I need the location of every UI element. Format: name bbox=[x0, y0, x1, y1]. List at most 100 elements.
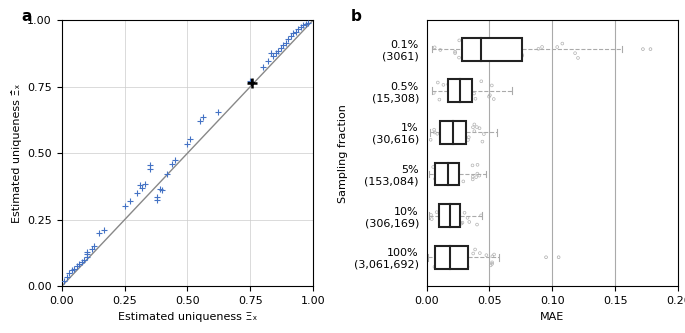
Point bbox=[458, 53, 469, 58]
Point bbox=[461, 95, 472, 100]
Point bbox=[472, 171, 483, 176]
Point bbox=[425, 137, 436, 143]
Point bbox=[449, 51, 460, 56]
Text: a: a bbox=[21, 9, 32, 24]
X-axis label: Estimated uniqueness Ξₓ: Estimated uniqueness Ξₓ bbox=[118, 312, 257, 322]
Point bbox=[457, 220, 468, 225]
Point bbox=[429, 176, 440, 181]
Point bbox=[435, 47, 446, 53]
Point bbox=[445, 139, 456, 144]
Point bbox=[467, 163, 478, 168]
Point bbox=[439, 181, 450, 186]
Point bbox=[462, 215, 473, 220]
Point bbox=[536, 44, 547, 50]
Point bbox=[474, 173, 485, 178]
Point bbox=[449, 49, 460, 54]
Point bbox=[469, 129, 479, 134]
Point bbox=[460, 87, 471, 93]
Point bbox=[434, 175, 445, 180]
X-axis label: MAE: MAE bbox=[540, 312, 564, 322]
Point bbox=[432, 131, 443, 137]
Point bbox=[453, 125, 464, 130]
Point bbox=[464, 219, 475, 225]
Point bbox=[440, 251, 451, 257]
Point bbox=[467, 174, 478, 179]
Point bbox=[447, 129, 458, 135]
Point bbox=[438, 82, 449, 88]
Point bbox=[462, 137, 473, 143]
Point bbox=[469, 122, 479, 127]
Point bbox=[429, 45, 440, 50]
Point bbox=[476, 79, 487, 84]
Bar bbox=[440, 121, 466, 144]
Point bbox=[436, 171, 447, 177]
Point bbox=[438, 210, 449, 216]
Point bbox=[456, 221, 466, 226]
Point bbox=[432, 209, 443, 215]
Point bbox=[486, 260, 497, 265]
Point bbox=[444, 133, 455, 139]
Point bbox=[440, 261, 451, 266]
Point bbox=[467, 177, 478, 182]
Point bbox=[445, 130, 456, 135]
Point bbox=[478, 132, 489, 137]
Y-axis label: Estimated uniqueness Ξ̂ₓ: Estimated uniqueness Ξ̂ₓ bbox=[11, 84, 22, 223]
Point bbox=[459, 210, 470, 215]
Point bbox=[475, 213, 486, 218]
Bar bbox=[436, 246, 468, 269]
Point bbox=[429, 130, 440, 135]
Point bbox=[447, 247, 458, 252]
Point bbox=[557, 41, 568, 46]
Point bbox=[486, 261, 497, 266]
Point bbox=[443, 82, 453, 87]
Point bbox=[533, 46, 544, 52]
Point bbox=[447, 260, 458, 265]
Point bbox=[436, 209, 447, 214]
Point bbox=[471, 174, 482, 180]
Bar bbox=[436, 163, 459, 185]
Point bbox=[540, 254, 551, 260]
Point bbox=[447, 252, 458, 257]
Bar bbox=[462, 38, 522, 61]
Point bbox=[427, 164, 438, 169]
Point bbox=[460, 262, 471, 268]
Point bbox=[474, 250, 485, 256]
Point bbox=[446, 92, 457, 98]
Point bbox=[440, 162, 451, 167]
Point bbox=[453, 38, 464, 43]
Point bbox=[434, 97, 445, 102]
Point bbox=[553, 254, 564, 260]
Point bbox=[645, 47, 656, 52]
Point bbox=[470, 247, 481, 252]
Point bbox=[468, 251, 479, 256]
Point bbox=[430, 249, 441, 254]
Point bbox=[447, 175, 458, 180]
Point bbox=[453, 167, 464, 173]
Point bbox=[443, 204, 454, 210]
Point bbox=[462, 264, 473, 269]
Point bbox=[454, 94, 465, 99]
Point bbox=[436, 165, 447, 170]
Point bbox=[425, 212, 436, 217]
Point bbox=[471, 222, 482, 227]
Point bbox=[450, 206, 461, 212]
Point bbox=[428, 90, 439, 96]
Point bbox=[458, 92, 469, 97]
Point bbox=[484, 94, 495, 99]
Point bbox=[429, 264, 440, 269]
Point bbox=[570, 51, 581, 56]
Point bbox=[483, 48, 494, 53]
Point bbox=[485, 263, 496, 268]
Point bbox=[432, 80, 443, 85]
Point bbox=[432, 171, 443, 176]
Point bbox=[486, 83, 497, 88]
Point bbox=[467, 125, 478, 130]
Point bbox=[472, 37, 483, 43]
Bar bbox=[439, 204, 460, 227]
Point bbox=[463, 135, 474, 140]
Point bbox=[436, 211, 447, 216]
Point bbox=[477, 139, 488, 144]
Point bbox=[474, 126, 485, 131]
Point bbox=[638, 47, 649, 52]
Y-axis label: Sampling fraction: Sampling fraction bbox=[338, 104, 349, 202]
